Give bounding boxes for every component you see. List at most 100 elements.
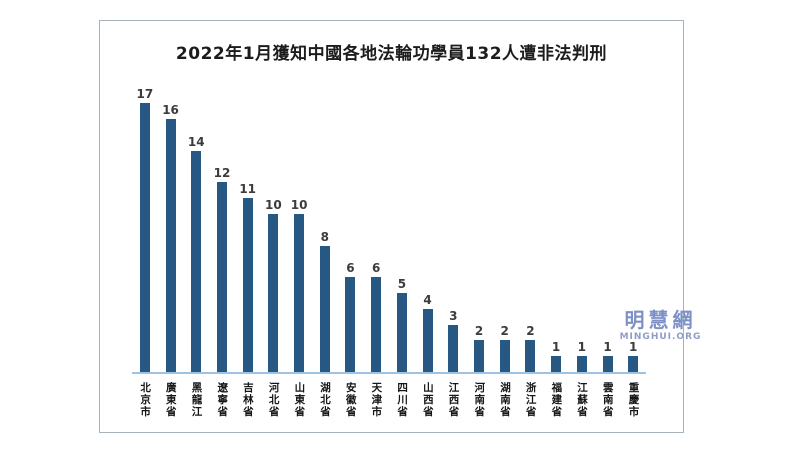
x-axis-label-slot: 天津市 <box>363 382 389 426</box>
bar <box>473 340 484 372</box>
x-axis-label: 吉林省 <box>241 382 254 418</box>
bar <box>628 356 639 372</box>
watermark-cjk-text: 明慧網 <box>624 308 697 332</box>
bar-value-label: 10 <box>290 198 308 212</box>
bar <box>602 356 613 372</box>
x-axis-label: 山東省 <box>293 382 306 418</box>
bar-value-label: 5 <box>397 277 407 291</box>
x-axis-label-slot: 河北省 <box>261 382 287 426</box>
bar-group: 12 <box>209 167 235 372</box>
bar <box>345 277 356 372</box>
bar-value-label: 12 <box>213 166 231 181</box>
bar <box>448 324 459 372</box>
bar-value-label: 1 <box>551 340 561 355</box>
x-axis-label: 河南省 <box>473 382 486 418</box>
chart-container: 2022年1月獲知中國各地法輪功學員132人遭非法判刑 17 16 14 12 11 10… <box>99 20 700 433</box>
bar <box>396 293 407 372</box>
x-axis-labels-row: 北京市 廣東省 黑龍江 遼寧省 吉林省 河北省 山東省 湖北省 安徽省 天津市 四川省 山西省 江西省河… <box>132 382 646 426</box>
bar-value-label: 6 <box>346 261 355 276</box>
x-axis-line <box>132 372 646 374</box>
bar <box>294 214 305 372</box>
bar-group: 3 <box>440 310 466 372</box>
x-axis-label: 浙江省 <box>524 382 537 418</box>
x-axis-label: 河北省 <box>267 382 280 418</box>
minghui-watermark-logo: 明慧網 MINGHUI.ORG <box>573 309 748 342</box>
bar-group: 5 <box>389 278 415 372</box>
bar-group: 10 <box>261 199 287 372</box>
x-axis-label-slot: 北京市 <box>132 382 158 426</box>
bar-group: 2 <box>466 325 492 372</box>
x-axis-label-slot: 遼寧省 <box>209 382 235 426</box>
x-axis-label-slot: 浙江省 <box>518 382 544 426</box>
bar <box>268 214 279 372</box>
bar <box>216 182 227 372</box>
x-axis-label-slot: 山東省 <box>286 382 312 426</box>
chart-title: 2022年1月獲知中國各地法輪功學員132人遭非法判刑 <box>175 44 608 64</box>
bar <box>139 103 150 372</box>
x-axis-label: 四川省 <box>396 382 409 418</box>
bar-group: 1 <box>543 341 569 372</box>
x-axis-label-slot: 黑龍江 <box>183 382 209 426</box>
x-axis-label: 安徽省 <box>344 382 357 418</box>
bar-group: 6 <box>363 262 389 372</box>
x-axis-label-slot: 江西省 <box>440 382 466 426</box>
bar-value-label: 6 <box>372 261 381 276</box>
bar <box>371 277 382 372</box>
x-axis-label: 重慶市 <box>627 382 640 418</box>
x-axis-label-slot: 山西省 <box>415 382 441 426</box>
x-axis-label-slot: 四川省 <box>389 382 415 426</box>
bar-value-label: 4 <box>423 292 432 307</box>
x-axis-label-slot: 湖北省 <box>312 382 338 426</box>
bar <box>319 245 330 372</box>
bar <box>525 340 536 372</box>
bar-group: 2 <box>518 325 544 372</box>
bar-value-label: 1 <box>603 340 612 355</box>
x-axis-label-slot: 河南省 <box>466 382 492 426</box>
bar-value-label: 11 <box>239 182 257 197</box>
x-axis-label: 山西省 <box>421 382 434 418</box>
bar <box>576 356 587 372</box>
bar-group: 16 <box>158 104 184 372</box>
bar-group: 1 <box>569 341 595 372</box>
bar-group: 4 <box>415 294 441 372</box>
bar-value-label: 3 <box>449 308 458 323</box>
bar-group: 2 <box>492 325 518 372</box>
bar <box>165 119 176 372</box>
x-axis-label-slot: 雲南省 <box>595 382 621 426</box>
x-axis-label: 湖北省 <box>319 382 332 418</box>
bar-group: 1 <box>595 341 621 372</box>
bar-group: 1 <box>620 341 646 372</box>
bar-group: 17 <box>132 88 158 372</box>
bar-value-label: 1 <box>629 340 638 355</box>
bar-value-label: 2 <box>474 324 484 339</box>
bar-value-label: 14 <box>187 134 205 149</box>
x-axis-label: 江西省 <box>447 382 460 418</box>
bar-value-label: 16 <box>162 103 179 118</box>
x-axis-label: 雲南省 <box>601 382 614 418</box>
x-axis-label: 北京市 <box>139 382 152 418</box>
bar-value-label: 2 <box>526 324 535 339</box>
x-axis-label: 天津市 <box>370 382 383 418</box>
bar-value-label: 2 <box>500 324 509 339</box>
x-axis-label-slot: 安徽省 <box>338 382 364 426</box>
x-axis-label-slot: 廣東省 <box>158 382 184 426</box>
x-axis-label-slot: 江蘇省 <box>569 382 595 426</box>
bar-group: 10 <box>286 199 312 372</box>
bar <box>551 356 562 372</box>
x-axis-label: 江蘇省 <box>576 382 589 418</box>
bar <box>242 198 253 372</box>
bar-value-label: 17 <box>136 87 154 102</box>
bar-group: 11 <box>235 183 261 372</box>
x-axis-label: 廣東省 <box>164 382 177 418</box>
bar-value-label: 1 <box>577 340 586 355</box>
bar-value-label: 8 <box>320 229 329 244</box>
x-axis-label-slot: 福建省 <box>543 382 569 426</box>
bar-value-label: 10 <box>265 198 282 212</box>
x-axis-label: 湖南省 <box>498 382 511 418</box>
x-axis-label: 遼寧省 <box>216 382 229 418</box>
x-axis-label-slot: 吉林省 <box>235 382 261 426</box>
watermark-latin-text: MINGHUI.ORG <box>619 332 702 342</box>
x-axis-label-slot: 湖南省 <box>492 382 518 426</box>
bars-row: 17 16 14 12 11 10 10 8 6 6 5 4 3 2 2 2 1 1 1 1 <box>132 82 646 372</box>
